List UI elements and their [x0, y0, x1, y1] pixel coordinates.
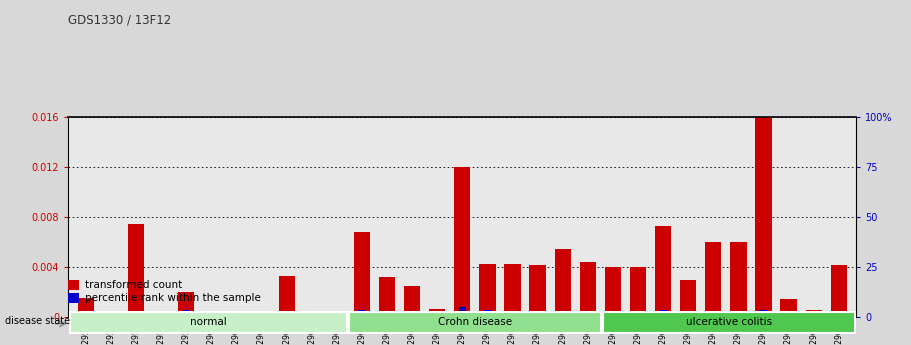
- Text: normal: normal: [189, 317, 227, 327]
- Bar: [158, 316, 165, 317]
- Bar: [233, 314, 241, 317]
- Bar: [579, 262, 596, 317]
- Bar: [484, 310, 491, 317]
- Bar: [760, 310, 767, 317]
- Bar: [505, 264, 521, 317]
- Bar: [534, 311, 541, 317]
- Bar: [384, 310, 391, 317]
- Text: percentile rank within the sample: percentile rank within the sample: [85, 293, 261, 303]
- Bar: [781, 299, 797, 317]
- Bar: [77, 298, 94, 317]
- Bar: [835, 310, 843, 317]
- Bar: [308, 316, 315, 317]
- Bar: [785, 316, 793, 317]
- Bar: [69, 312, 347, 333]
- Bar: [603, 312, 855, 333]
- Bar: [529, 265, 546, 317]
- Bar: [404, 286, 420, 317]
- Bar: [153, 313, 169, 317]
- Bar: [107, 316, 115, 317]
- Bar: [303, 311, 320, 317]
- Text: GDS1330 / 13F12: GDS1330 / 13F12: [68, 14, 171, 27]
- Bar: [82, 313, 89, 317]
- Bar: [132, 313, 139, 317]
- Bar: [605, 267, 621, 317]
- Bar: [609, 313, 617, 317]
- Bar: [660, 310, 667, 317]
- Bar: [379, 277, 395, 317]
- Bar: [279, 276, 295, 317]
- Bar: [458, 307, 466, 317]
- Bar: [684, 313, 691, 317]
- Bar: [353, 233, 370, 317]
- Bar: [634, 311, 641, 317]
- Bar: [103, 311, 119, 317]
- Bar: [559, 313, 567, 317]
- Bar: [182, 310, 190, 317]
- Bar: [555, 249, 571, 317]
- Bar: [429, 309, 445, 317]
- Bar: [128, 224, 144, 317]
- Bar: [755, 117, 772, 317]
- Text: ulcerative colitis: ulcerative colitis: [686, 317, 773, 327]
- Text: transformed count: transformed count: [85, 280, 182, 290]
- Bar: [731, 242, 746, 317]
- Bar: [203, 315, 220, 317]
- Bar: [810, 310, 817, 317]
- Bar: [805, 310, 822, 317]
- Bar: [455, 167, 470, 317]
- Bar: [479, 264, 496, 317]
- Bar: [408, 315, 415, 317]
- Bar: [509, 310, 517, 317]
- Bar: [349, 312, 601, 333]
- Bar: [630, 267, 646, 317]
- Bar: [358, 310, 365, 317]
- Text: disease state: disease state: [5, 316, 69, 326]
- Bar: [584, 313, 591, 317]
- Bar: [434, 311, 441, 317]
- Bar: [710, 311, 717, 317]
- Bar: [734, 314, 742, 317]
- Bar: [229, 316, 245, 317]
- Bar: [283, 311, 291, 317]
- Bar: [179, 293, 194, 317]
- Bar: [705, 242, 722, 317]
- Bar: [831, 265, 847, 317]
- Bar: [655, 226, 671, 317]
- Bar: [680, 280, 696, 317]
- Text: Crohn disease: Crohn disease: [438, 317, 512, 327]
